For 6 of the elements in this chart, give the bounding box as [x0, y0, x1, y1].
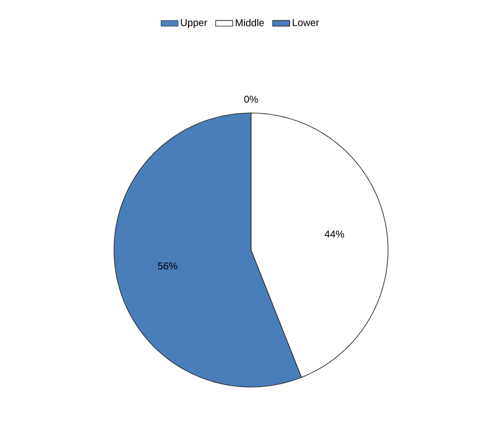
data-label: 44%	[324, 230, 344, 238]
legend-label: Lower	[292, 19, 320, 26]
legend-label: Middle	[236, 18, 264, 26]
data-label: 56%	[158, 262, 178, 270]
legend-label: Upper	[180, 19, 208, 28]
text: 0%	[244, 96, 258, 103]
